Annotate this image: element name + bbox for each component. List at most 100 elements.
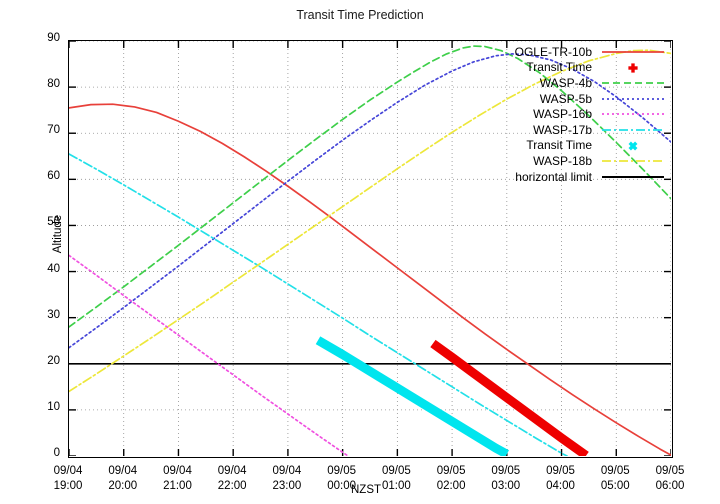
x-tick-label: 09/04 20:00: [91, 464, 155, 494]
x-tick-time: 03:00: [491, 480, 521, 492]
legend-label: WASP-16b: [533, 107, 592, 122]
x-tick-time: 04:00: [546, 480, 575, 492]
x-tick-date: 09/04: [217, 465, 247, 477]
y-tick-label: 70: [47, 124, 60, 137]
legend-item: WASP-17b: [418, 122, 666, 138]
x-tick-time: 20:00: [108, 480, 138, 492]
legend-label: WASP-18b: [533, 153, 592, 168]
legend-key: [600, 106, 666, 122]
legend-label: WASP-4b: [539, 75, 592, 90]
x-tick-date: 09/05: [600, 465, 630, 477]
legend-item: WASP-18b: [418, 153, 666, 169]
y-tick-label: 90: [47, 32, 60, 44]
legend-key-glyph: [602, 160, 664, 163]
y-tick-label: 80: [47, 78, 60, 91]
x-tick-date: 09/05: [491, 465, 521, 477]
x-tick-date: 09/05: [381, 465, 411, 477]
legend-label: Transit Time: [526, 138, 592, 153]
cross-marker-icon: [628, 141, 638, 151]
x-tick-time: 22:00: [217, 480, 247, 492]
legend-label: Transit Time: [526, 60, 592, 75]
legend-key-glyph: [602, 113, 664, 116]
x-tick-label: 09/05 06:00: [638, 464, 702, 494]
legend-item: Transit Time: [418, 138, 666, 154]
legend-key-glyph: [602, 82, 664, 85]
y-tick-label: 30: [47, 308, 60, 321]
legend-item: WASP-5b: [418, 91, 666, 107]
series-line: [69, 254, 349, 456]
series-line: [69, 103, 671, 456]
marker-arm: [628, 141, 638, 151]
legend-key-glyph: [628, 141, 638, 151]
series-line: [69, 153, 568, 456]
page-title: Transit Time Prediction: [296, 8, 424, 22]
x-tick-time: 01:00: [381, 480, 411, 492]
legend-item: Transit Time: [418, 60, 666, 76]
y-tick-label: 60: [47, 170, 60, 183]
y-tick-label: 0: [53, 447, 60, 459]
legend-key-glyph: [628, 62, 638, 73]
legend-item: WASP-16b: [418, 106, 666, 122]
x-tick-date: 09/04: [272, 465, 302, 477]
transit-time-band: [430, 339, 589, 456]
legend-item: WASP-4b: [418, 75, 666, 91]
legend-item: horizontal limit: [418, 169, 666, 185]
legend-key: [600, 169, 666, 185]
x-tick-date: 09/05: [655, 465, 685, 477]
x-tick-label: 09/04 22:00: [200, 464, 264, 494]
legend-key-glyph: [602, 175, 664, 178]
x-tick-time: 21:00: [163, 480, 192, 492]
x-tick-label: 09/05 04:00: [529, 464, 593, 494]
legend-label: OGLE-TR-10b: [514, 44, 592, 59]
x-tick-time: 02:00: [436, 480, 466, 492]
legend-label: WASP-5b: [539, 91, 592, 106]
x-tick-label: 09/04 21:00: [145, 464, 209, 494]
x-tick-time: 19:00: [53, 480, 83, 492]
chart-legend: OGLE-TR-10b Transit Time WASP-4b WASP-5b WAS…: [418, 44, 666, 184]
legend-label: WASP-17b: [533, 122, 592, 137]
legend-key: [600, 138, 666, 154]
x-tick-date: 09/05: [436, 465, 466, 477]
legend-key: [600, 122, 666, 138]
legend-item: OGLE-TR-10b: [418, 44, 666, 60]
x-tick-label: 09/04 19:00: [36, 464, 100, 494]
plot-area: [68, 40, 673, 458]
x-tick-time: 00:00: [327, 480, 357, 492]
x-tick-date: 09/04: [108, 465, 138, 477]
legend-label: horizontal limit: [515, 169, 592, 184]
legend-key: [600, 91, 666, 107]
legend-key-glyph: [602, 97, 664, 100]
legend-key-glyph: [602, 51, 664, 53]
transit-time-band: [315, 336, 509, 456]
y-tick-label: 40: [47, 262, 60, 275]
x-tick-label: 09/05 00:00: [310, 464, 374, 494]
series-line: [69, 49, 671, 393]
legend-key: [600, 153, 666, 169]
x-tick-date: 09/04: [163, 465, 192, 477]
x-tick-label: 09/05 03:00: [474, 464, 538, 494]
series-line: [69, 53, 671, 349]
x-tick-date: 09/05: [546, 465, 575, 477]
y-tick-label: 20: [47, 354, 60, 367]
x-tick-date: 09/04: [53, 465, 83, 477]
plus-marker-icon: [628, 62, 638, 73]
legend-key: [600, 60, 666, 76]
legend-key: [600, 75, 666, 91]
series-line: [69, 45, 671, 328]
x-tick-label: 09/05 01:00: [364, 464, 428, 494]
plot-canvas: [69, 41, 671, 456]
axis-ticks: [69, 41, 671, 456]
x-tick-label: 09/05 02:00: [419, 464, 483, 494]
legend-key-glyph: [602, 129, 664, 131]
y-tick-label: 10: [47, 400, 60, 413]
x-tick-label: 09/05 05:00: [583, 464, 647, 494]
y-axis-label: Altitude: [52, 214, 64, 254]
y-tick-label: 50: [47, 216, 60, 229]
legend-key: [600, 44, 666, 60]
x-tick-date: 09/05: [327, 465, 357, 477]
x-axis-label: NZST: [350, 484, 382, 496]
x-tick-label: 09/04 23:00: [255, 464, 319, 494]
x-tick-time: 23:00: [272, 480, 302, 492]
x-tick-time: 06:00: [655, 480, 685, 492]
